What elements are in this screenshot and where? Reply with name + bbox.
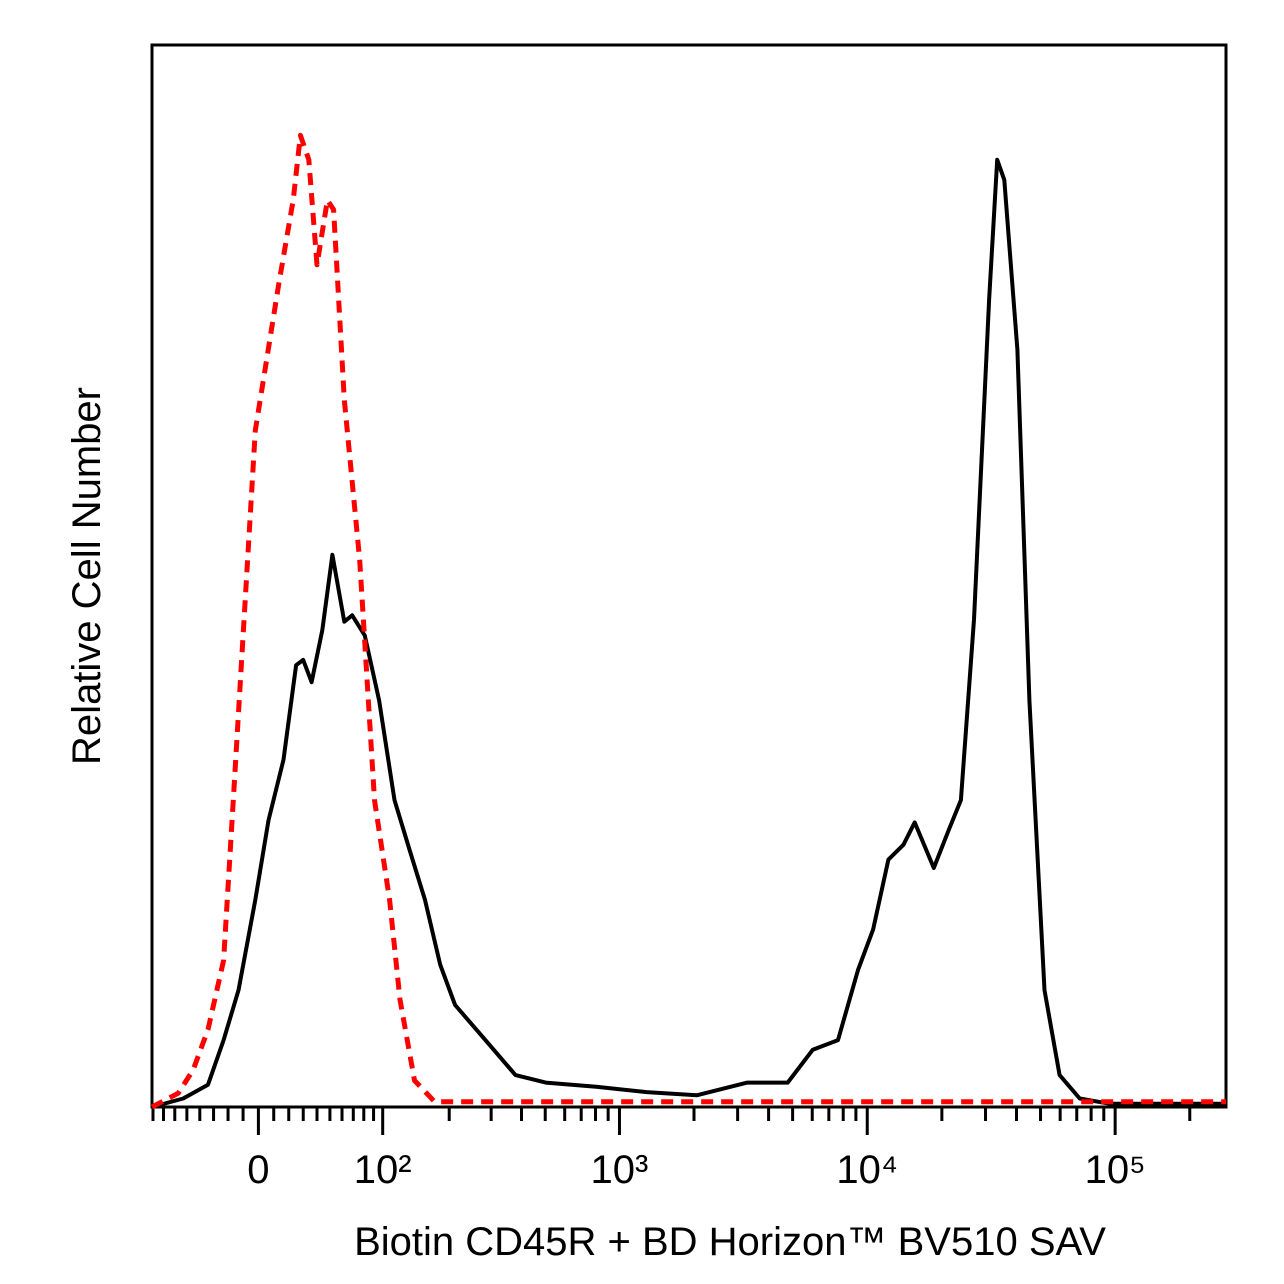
histogram-line — [151, 157, 1226, 1109]
x-axis-label: Biotin CD45R + BD Horizon™ BV510 SAV — [354, 1220, 1106, 1264]
x-tick-label: 10³ — [591, 1148, 649, 1192]
x-tick-label: 10² — [354, 1148, 412, 1192]
histogram-line — [150, 132, 1226, 1110]
x-tick-label: 10⁵ — [1085, 1148, 1146, 1192]
x-tick-label: 10⁴ — [836, 1148, 898, 1192]
plot-frame — [150, 43, 1228, 1109]
x-tick-label: 0 — [247, 1148, 269, 1192]
y-axis-label: Relative Cell Number — [65, 387, 109, 765]
